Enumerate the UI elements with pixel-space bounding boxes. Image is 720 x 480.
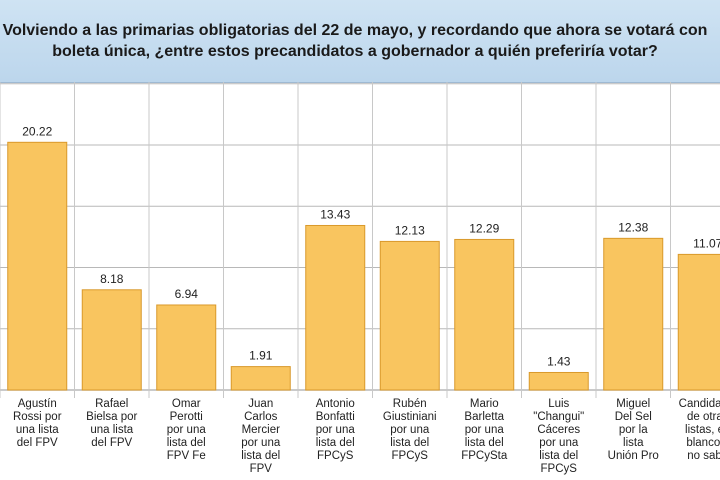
value-label: 1.91 bbox=[249, 349, 273, 363]
value-label: 12.13 bbox=[395, 223, 425, 237]
bars bbox=[7, 141, 720, 391]
value-label: 8.18 bbox=[100, 272, 124, 286]
bar-chart: 20.22 8.18 6.94 1.91 13.43 12.13 12.29 1.43 12.3… bbox=[0, 82, 720, 398]
bar bbox=[81, 289, 142, 391]
chart-title-banner: Volviendo a las primarias obligatorias d… bbox=[0, 0, 720, 83]
category-label: Rubén Giustiniani por una lista del FPCy… bbox=[382, 398, 437, 462]
value-label: 6.94 bbox=[175, 287, 199, 301]
category-label: Omar Perotti por una lista del FPV Fe bbox=[166, 398, 206, 462]
category-label: Mario Barletta por una lista del FPCySta bbox=[461, 398, 508, 462]
value-label: 12.38 bbox=[618, 220, 648, 234]
category-label: Antonio Bonfatti por una lista del FPCyS bbox=[315, 398, 355, 462]
category-separators bbox=[0, 82, 671, 398]
category-label: Luis "Changui" Cáceres por una lista del… bbox=[533, 398, 585, 475]
bar bbox=[7, 141, 68, 391]
value-label: 13.43 bbox=[320, 207, 350, 221]
bar bbox=[230, 366, 291, 391]
category-label: Agustín Rossi por una lista del FPV bbox=[12, 398, 62, 449]
bar bbox=[603, 237, 664, 391]
category-label: Candidatos de otras listas, en blanco y … bbox=[678, 398, 720, 462]
category-label: Miguel Del Sel por la lista Unión Pro bbox=[607, 398, 659, 462]
bar bbox=[454, 238, 515, 391]
value-label: 1.43 bbox=[547, 354, 571, 368]
bar bbox=[677, 253, 720, 391]
value-label: 20.22 bbox=[22, 124, 52, 138]
bar bbox=[156, 304, 217, 391]
category-label: Juan Carlos Mercier por una lista del FP… bbox=[241, 398, 281, 475]
value-labels: 20.22 8.18 6.94 1.91 13.43 12.13 12.29 1.43 12.3… bbox=[22, 124, 720, 368]
category-label: Rafael Bielsa por una lista del FPV bbox=[86, 398, 138, 449]
bar bbox=[379, 240, 440, 391]
value-label: 12.29 bbox=[469, 221, 499, 235]
chart-title: Volviendo a las primarias obligatorias d… bbox=[2, 22, 708, 60]
value-label: 11.07 bbox=[693, 236, 720, 250]
bar bbox=[305, 224, 366, 391]
bar bbox=[528, 371, 589, 391]
